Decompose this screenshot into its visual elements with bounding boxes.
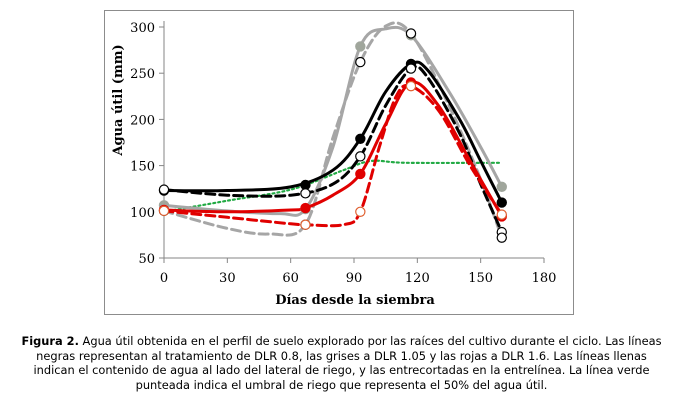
figure-caption: Figura 2. Agua útil obtenida en el perfi…	[18, 334, 665, 392]
caption-label: Figura 2.	[21, 334, 79, 348]
series-lines	[162, 21, 504, 240]
x-tick-label: 90	[346, 271, 363, 286]
series-line-2	[162, 25, 504, 217]
x-tick-label: 0	[160, 271, 168, 286]
chart: 50 100 150 200 250 300 0 30 60 90 120 150 180 Agua ú…	[111, 21, 556, 308]
data-point-s0-4	[496, 197, 507, 208]
data-point-s4-1	[300, 202, 311, 214]
x-tick-label: 150	[468, 271, 493, 286]
x-tick-label: 60	[282, 271, 299, 286]
data-point-s5-0	[158, 205, 170, 217]
series-line-3	[162, 21, 504, 240]
data-point-s5-1	[300, 219, 311, 230]
caption-text: Agua útil obtenida en el perfil de suelo…	[33, 334, 662, 392]
y-tick-label: 50	[138, 252, 155, 267]
data-point-s2-2	[355, 41, 366, 52]
y-tick-label: 300	[130, 21, 155, 36]
series-line-6	[162, 159, 503, 213]
data-point-s4-2	[355, 168, 366, 180]
y-tick-label: 250	[130, 67, 155, 82]
series-line-0	[162, 60, 504, 205]
data-point-s3-2	[355, 56, 366, 68]
x-tick-label: 120	[405, 271, 430, 286]
y-tick-label: 100	[130, 206, 155, 221]
data-point-s1-2	[355, 151, 366, 162]
data-point-s5-3	[405, 80, 417, 92]
axes: 50 100 150 200 250 300 0 30 60 90 120 150 180	[130, 21, 556, 286]
x-axis-label: Días desde la siembra	[275, 293, 435, 308]
data-point-s3-4	[496, 232, 507, 243]
y-axis-label: Agua útil (mm)	[111, 44, 126, 156]
data-point-s0-2	[355, 133, 366, 145]
series-line-1	[162, 65, 504, 234]
data-point-s1-1	[300, 188, 311, 199]
series-line-5	[162, 83, 504, 228]
data-point-s3-3	[405, 28, 417, 39]
y-tick-label: 150	[130, 160, 155, 175]
data-point-s1-0	[158, 184, 170, 195]
series-markers	[158, 28, 507, 243]
data-point-s1-3	[405, 63, 417, 74]
data-point-s2-4	[496, 181, 507, 193]
data-point-s5-2	[355, 206, 366, 217]
x-tick-label: 180	[532, 271, 557, 286]
y-tick-label: 200	[130, 113, 155, 128]
chart-frame	[104, 10, 574, 315]
x-tick-label: 30	[219, 271, 236, 286]
data-point-s5-4	[496, 209, 507, 220]
